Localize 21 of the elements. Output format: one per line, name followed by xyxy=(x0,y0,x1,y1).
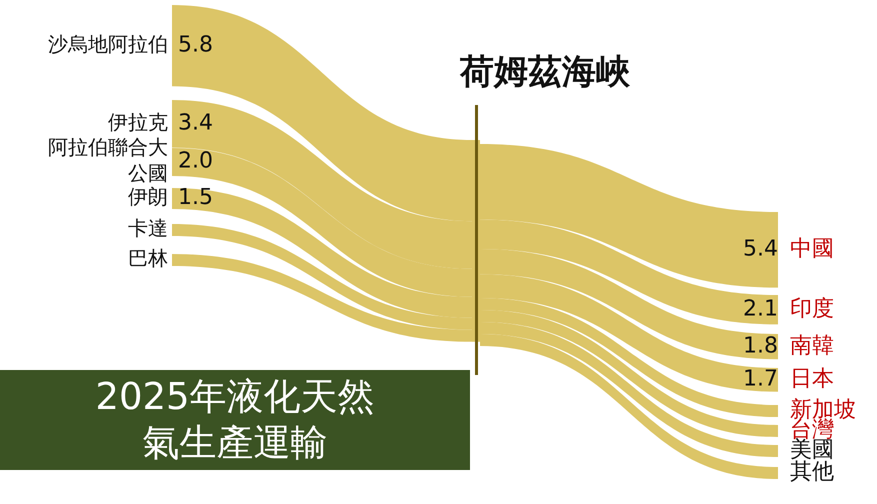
category-label: 南韓 xyxy=(790,333,834,358)
data-label: 1.5 xyxy=(178,185,213,210)
data-label: 1.8 xyxy=(743,333,778,358)
data-label: 1.7 xyxy=(743,366,778,392)
data-label: 5.4 xyxy=(743,236,778,262)
category-label: 巴林 xyxy=(128,246,168,270)
category-label: 阿拉伯聯合大公國 xyxy=(48,135,168,186)
category-label: 伊朗 xyxy=(128,184,168,209)
data-label: 5.8 xyxy=(178,32,213,58)
category-label: 日本 xyxy=(790,366,834,392)
data-label: 2.0 xyxy=(178,148,213,174)
category-label: 其他 xyxy=(790,460,834,485)
data-label: 3.4 xyxy=(178,110,213,136)
category-label: 印度 xyxy=(790,296,834,322)
category-label: 沙烏地阿拉伯 xyxy=(48,32,168,56)
text: 荷姆茲海峽 xyxy=(459,52,631,92)
category-label: 卡達 xyxy=(128,216,168,240)
data-label: 2.1 xyxy=(743,296,778,322)
text: 2025年液化天然氣生產運輸 xyxy=(94,374,376,466)
category-label: 中國 xyxy=(790,236,834,262)
category-label: 伊拉克 xyxy=(108,110,168,134)
